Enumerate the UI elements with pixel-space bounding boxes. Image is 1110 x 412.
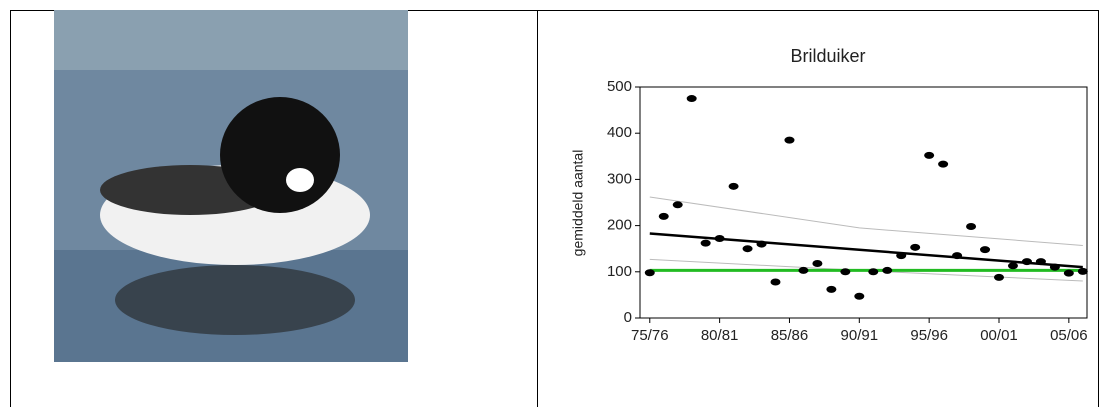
x-tick-label: 95/96	[910, 327, 948, 344]
x-tick-label: 00/01	[980, 327, 1018, 344]
point	[728, 182, 739, 190]
point	[672, 201, 683, 209]
chart-title: Brilduiker	[790, 46, 865, 66]
point	[770, 278, 781, 286]
point	[1035, 258, 1046, 266]
point	[938, 160, 949, 168]
point	[966, 223, 977, 231]
point	[756, 240, 767, 248]
plot-frame	[639, 86, 1088, 319]
x-tick-label: 90/91	[841, 327, 879, 344]
point	[1021, 258, 1032, 266]
y-tick-label: 400	[607, 124, 632, 141]
point	[1063, 269, 1074, 277]
y-axis-label: gemiddeld aantal	[570, 150, 586, 257]
point	[644, 269, 655, 277]
point	[742, 245, 753, 253]
point	[1007, 262, 1018, 270]
y-tick-label: 500	[607, 78, 632, 95]
point	[896, 252, 907, 260]
point	[826, 285, 837, 293]
y-tick-label: 300	[607, 170, 632, 187]
x-tick-label: 85/86	[771, 327, 809, 344]
point	[812, 259, 823, 267]
point	[658, 212, 669, 220]
x-tick-label: 80/81	[701, 327, 739, 344]
point	[924, 151, 935, 159]
y-tick-label: 100	[607, 263, 632, 280]
y-tick-label: 200	[607, 217, 632, 234]
point	[993, 273, 1004, 281]
point	[952, 252, 963, 260]
point	[980, 246, 991, 254]
point	[686, 95, 697, 103]
point	[700, 239, 711, 247]
duck-photo	[54, 10, 408, 362]
point	[840, 268, 851, 276]
point	[714, 235, 725, 243]
confidence-band	[649, 196, 1083, 246]
point	[868, 268, 879, 276]
point	[1049, 263, 1060, 271]
point	[910, 243, 921, 251]
point	[1077, 267, 1088, 275]
point	[882, 266, 893, 274]
x-tick-label: 05/06	[1050, 327, 1088, 344]
point	[784, 136, 795, 144]
y-tick-label: 0	[624, 309, 632, 326]
x-tick-label: 75/76	[631, 327, 669, 344]
point	[854, 292, 865, 300]
point	[798, 266, 809, 274]
